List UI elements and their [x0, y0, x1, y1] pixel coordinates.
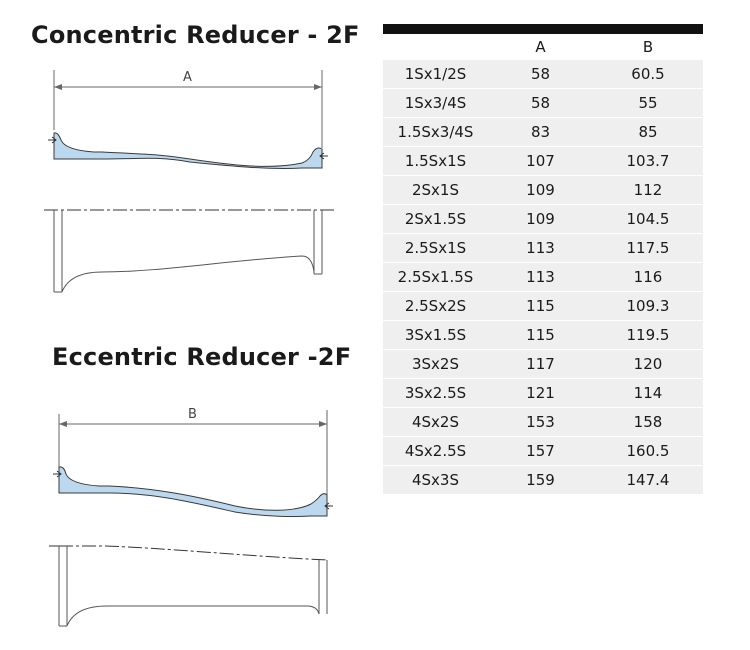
table-row: 4Sx2.5S 157 160.5: [383, 436, 703, 466]
table-row: 3Sx1.5S 115 119.5: [383, 320, 703, 350]
dimension-table: A B 1Sx1/2S 58 60.5 1Sx3/4S 58 55 1.5Sx3/4S 83 8…: [383, 24, 703, 494]
table-row: 1.5Sx3/4S 83 85: [383, 117, 703, 147]
cell-a: 117: [488, 349, 593, 379]
cell-a: 157: [488, 436, 593, 466]
table-row: 2.5Sx2S 115 109.3: [383, 291, 703, 321]
cell-a: 109: [488, 175, 593, 205]
dimension-a-label: A: [183, 70, 192, 85]
table-row: 1Sx1/2S 58 60.5: [383, 59, 703, 89]
concentric-reducer-drawing: A: [44, 70, 334, 293]
table-header-bar: [383, 24, 703, 34]
header-a: A: [488, 34, 593, 60]
cell-b: 60.5: [593, 59, 703, 89]
cell-size: 1Sx3/4S: [383, 88, 488, 118]
concentric-reducer-title: Concentric Reducer - 2F: [31, 21, 360, 49]
table-row: 3Sx2.5S 121 114: [383, 378, 703, 408]
cell-a: 113: [488, 233, 593, 263]
cell-size: 4Sx3S: [383, 465, 488, 494]
cell-b: 85: [593, 117, 703, 147]
cell-b: 116: [593, 262, 703, 292]
cell-b: 112: [593, 175, 703, 205]
cell-b: 117.5: [593, 233, 703, 263]
header-b: B: [593, 34, 703, 60]
cell-a: 121: [488, 378, 593, 408]
cell-size: 2Sx1S: [383, 175, 488, 205]
dimension-b-label: B: [188, 407, 197, 422]
cell-a: 109: [488, 204, 593, 234]
cell-b: 103.7: [593, 146, 703, 176]
table-row: 1Sx3/4S 58 55: [383, 88, 703, 118]
cell-b: 55: [593, 88, 703, 118]
cell-size: 3Sx1.5S: [383, 320, 488, 350]
cell-b: 120: [593, 349, 703, 379]
table-header-row: A B: [383, 34, 703, 60]
cell-size: 2.5Sx1.5S: [383, 262, 488, 292]
cell-a: 115: [488, 320, 593, 350]
eccentric-reducer-title: Eccentric Reducer -2F: [52, 343, 352, 371]
cell-b: 147.4: [593, 465, 703, 494]
cell-size: 2Sx1.5S: [383, 204, 488, 234]
cell-a: 107: [488, 146, 593, 176]
table-row: 4Sx3S 159 147.4: [383, 465, 703, 494]
table-row: 3Sx2S 117 120: [383, 349, 703, 379]
eccentric-reducer-drawing: B: [49, 407, 333, 627]
cell-a: 83: [488, 117, 593, 147]
cell-size: 1.5Sx1S: [383, 146, 488, 176]
cell-b: 160.5: [593, 436, 703, 466]
cell-size: 3Sx2S: [383, 349, 488, 379]
cell-a: 159: [488, 465, 593, 494]
cell-a: 58: [488, 59, 593, 89]
table-row: 1.5Sx1S 107 103.7: [383, 146, 703, 176]
cell-a: 58: [488, 88, 593, 118]
cell-a: 113: [488, 262, 593, 292]
cell-size: 3Sx2.5S: [383, 378, 488, 408]
cell-size: 4Sx2.5S: [383, 436, 488, 466]
cell-b: 104.5: [593, 204, 703, 234]
table-row: 4Sx2S 153 158: [383, 407, 703, 437]
cell-a: 115: [488, 291, 593, 321]
cell-b: 109.3: [593, 291, 703, 321]
cell-a: 153: [488, 407, 593, 437]
table-row: 2Sx1.5S 109 104.5: [383, 204, 703, 234]
cell-size: 4Sx2S: [383, 407, 488, 437]
cell-size: 1.5Sx3/4S: [383, 117, 488, 147]
table-row: 2.5Sx1S 113 117.5: [383, 233, 703, 263]
cell-b: 158: [593, 407, 703, 437]
header-size: [383, 34, 488, 60]
cell-b: 119.5: [593, 320, 703, 350]
cell-size: 2.5Sx1S: [383, 233, 488, 263]
cell-size: 1Sx1/2S: [383, 59, 488, 89]
table-row: 2.5Sx1.5S 113 116: [383, 262, 703, 292]
table-row: 2Sx1S 109 112: [383, 175, 703, 205]
cell-b: 114: [593, 378, 703, 408]
cell-size: 2.5Sx2S: [383, 291, 488, 321]
